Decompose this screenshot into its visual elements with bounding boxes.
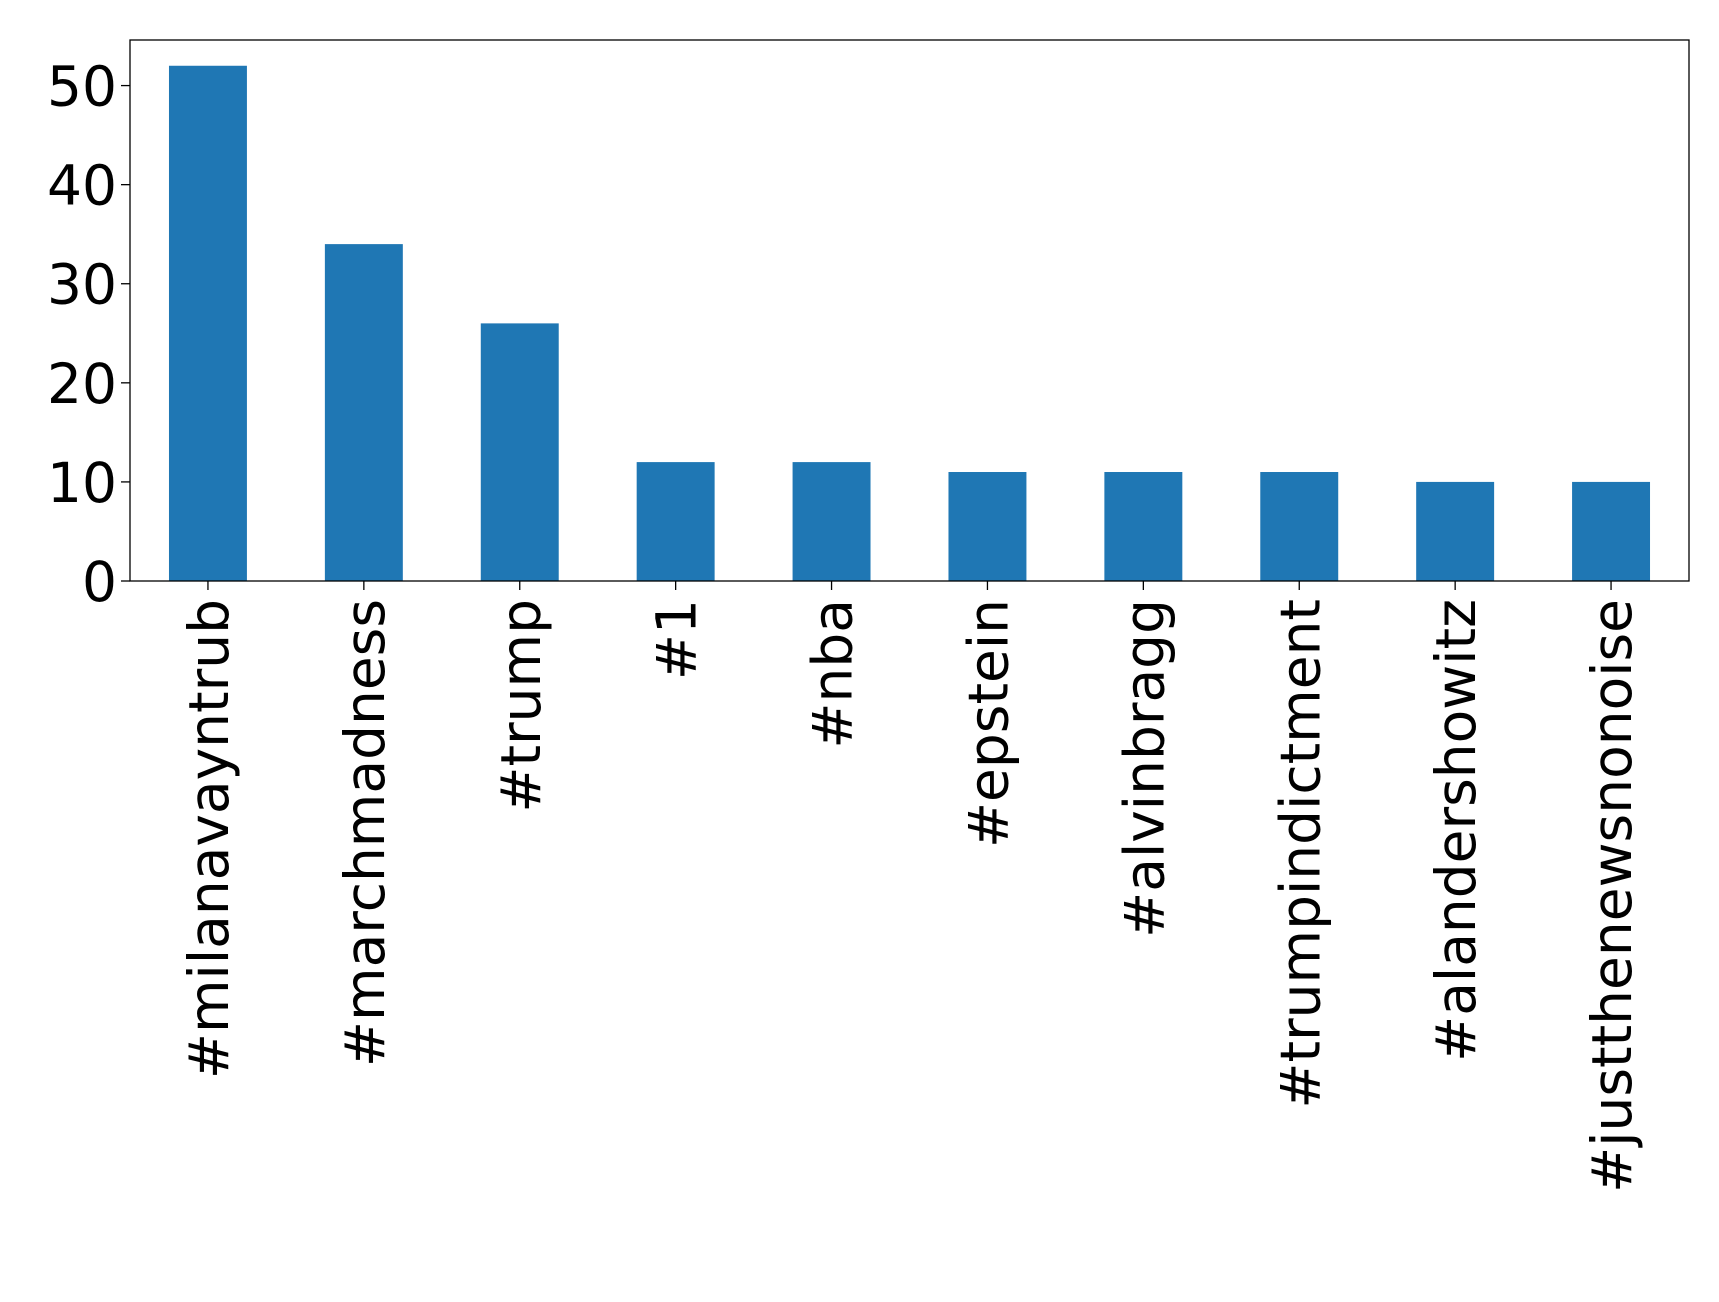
y-tick-label: 10 — [47, 451, 117, 515]
bar — [324, 244, 403, 581]
x-tick-label: #trump — [489, 599, 553, 813]
bar — [1572, 481, 1651, 581]
x-tick-label: #milanavayntrub — [177, 599, 241, 1079]
bar — [948, 472, 1027, 581]
x-tick-label: #alandershowitz — [1424, 599, 1488, 1062]
y-tick-label: 50 — [47, 55, 117, 119]
y-tick-label: 30 — [47, 253, 117, 317]
x-tick-label: #justthenewsnonoise — [1580, 599, 1644, 1193]
y-tick-label: 0 — [82, 550, 117, 614]
bar — [1104, 472, 1183, 581]
bars-group — [168, 65, 1651, 581]
bar — [480, 323, 559, 581]
x-axis: #milanavayntrub #marchmadness #trump #1 #nba… — [177, 581, 1644, 1193]
bar — [636, 462, 715, 581]
bar — [168, 65, 247, 581]
x-tick-label: #alvinbragg — [1112, 599, 1176, 938]
y-tick-label: 40 — [47, 154, 117, 218]
x-tick-label: #nba — [801, 599, 865, 749]
x-tick-label: #marchmadness — [333, 599, 397, 1067]
x-tick-label: #1 — [645, 599, 709, 680]
bar — [1260, 472, 1339, 581]
x-tick-label: #epstein — [956, 599, 1020, 848]
y-axis: 0 10 20 30 40 50 — [47, 55, 130, 614]
y-tick-label: 20 — [47, 352, 117, 416]
x-tick-label: #trumpindictment — [1268, 599, 1332, 1109]
plot-frame — [129, 39, 1690, 582]
bar — [1416, 481, 1495, 581]
bar — [792, 462, 871, 581]
